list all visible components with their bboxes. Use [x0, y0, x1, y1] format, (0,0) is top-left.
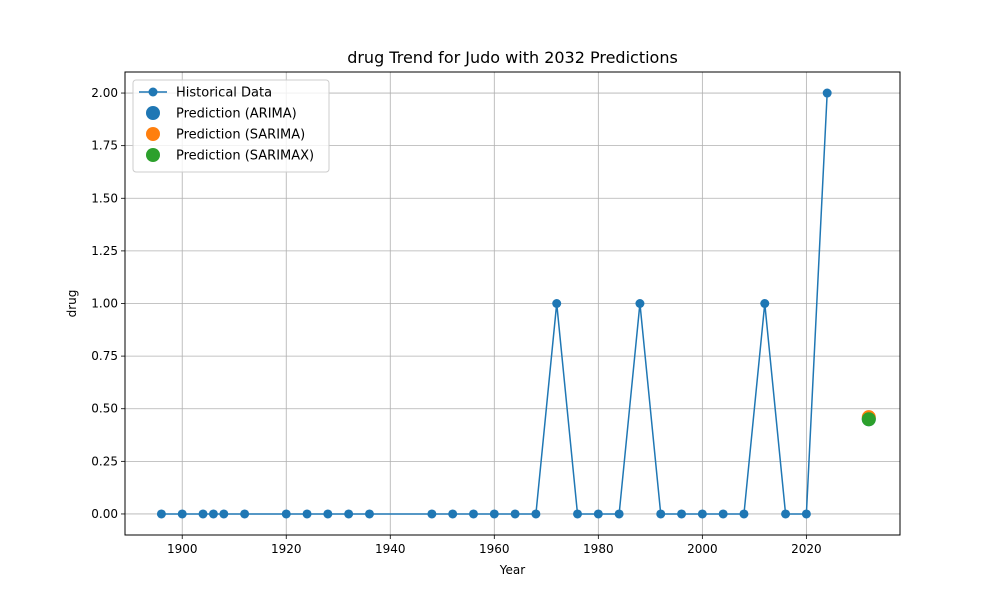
data-point-historical: [489, 509, 499, 519]
y-tick-label: 0.25: [91, 454, 118, 468]
legend-box: [132, 79, 330, 173]
data-point-historical: [468, 509, 478, 519]
legend-label: Prediction (SARIMAX): [176, 149, 314, 164]
legend-marker-swatch: [146, 106, 160, 120]
data-point-historical: [240, 509, 250, 519]
y-tick-label: 1.25: [91, 244, 118, 258]
y-tick-label: 1.75: [91, 139, 118, 153]
legend-label: Historical Data: [176, 86, 272, 101]
data-point-historical: [552, 299, 562, 308]
data-point-historical: [323, 509, 333, 519]
y-tick-label: 0.50: [91, 402, 118, 416]
data-point-historical: [718, 509, 728, 519]
data-point-historical: [364, 509, 374, 519]
data-point-historical: [801, 509, 811, 519]
x-tick-label: 1900: [167, 542, 198, 556]
chart-title: drug Trend for Judo with 2032 Prediction…: [347, 48, 678, 67]
tick-layer: 1900 1920 1940 1960 1980 2000 2020 0.00 0.25 0.50…: [91, 86, 821, 556]
data-layer: [156, 88, 876, 519]
legend-marker-swatch: [148, 87, 158, 97]
legend-marker-swatch: [146, 148, 160, 162]
y-tick-label: 1.00: [91, 297, 118, 311]
x-tick-label: 1940: [375, 542, 406, 556]
data-point-historical: [177, 509, 187, 519]
x-tick-label: 1920: [271, 542, 302, 556]
data-point-historical: [302, 509, 312, 519]
data-point-historical: [635, 299, 645, 308]
data-point-historical: [739, 509, 749, 519]
x-tick-label: 1960: [479, 542, 510, 556]
x-tick-label: 2000: [687, 542, 718, 556]
legend-label: Prediction (SARIMA): [176, 128, 305, 143]
data-point-historical: [593, 509, 603, 519]
y-tick-label: 1.50: [91, 191, 118, 205]
y-tick-label: 0.00: [91, 507, 118, 521]
data-point-historical: [531, 509, 541, 519]
x-axis-label: Year: [499, 563, 525, 577]
data-point-historical: [208, 509, 218, 519]
data-point-historical: [219, 509, 229, 519]
data-point-historical: [656, 509, 666, 519]
data-point-historical: [697, 509, 707, 519]
y-tick-label: 2.00: [91, 86, 118, 100]
data-point-historical: [427, 509, 437, 519]
data-point-historical: [781, 509, 791, 519]
prediction-point-sarimax: [861, 412, 876, 427]
legend-marker-swatch: [146, 127, 160, 141]
y-axis-label: drug: [65, 290, 79, 318]
legend: Historical Data Prediction (ARIMA) Predict…: [132, 79, 330, 173]
data-point-historical: [510, 509, 520, 519]
data-point-historical: [281, 509, 291, 519]
data-point-historical: [614, 509, 624, 519]
data-point-historical: [760, 299, 770, 308]
data-point-historical: [344, 509, 354, 519]
y-tick-label: 0.75: [91, 349, 118, 363]
data-point-historical: [573, 509, 583, 519]
data-point-historical: [198, 509, 208, 519]
data-point-historical: [822, 88, 832, 98]
legend-label: Prediction (ARIMA): [176, 107, 297, 122]
data-point-historical: [448, 509, 458, 519]
data-point-historical: [677, 509, 687, 519]
x-tick-label: 1980: [583, 542, 614, 556]
x-tick-label: 2020: [791, 542, 822, 556]
data-point-historical: [156, 509, 166, 519]
